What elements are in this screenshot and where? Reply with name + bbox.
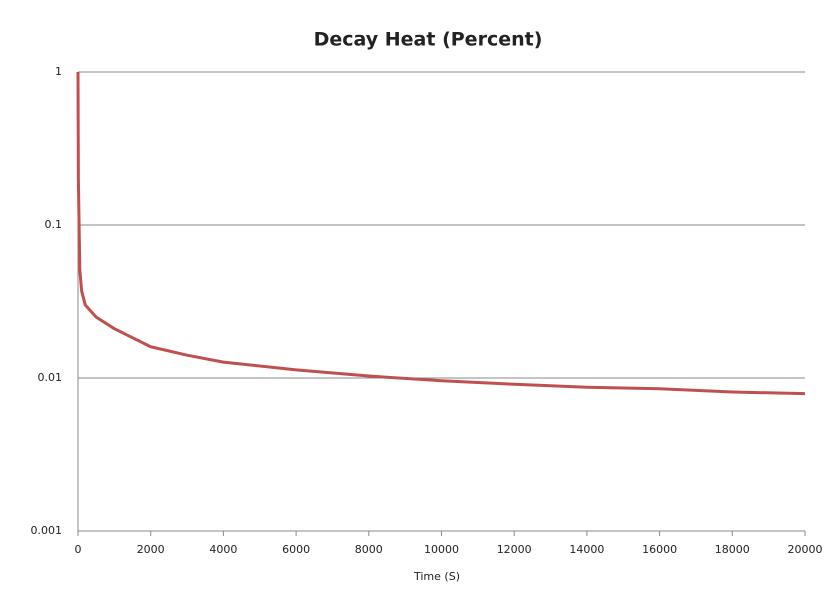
y-tick-label: 0.01 — [38, 371, 63, 384]
x-tick-label: 18000 — [715, 543, 750, 556]
x-tick-label: 4000 — [209, 543, 237, 556]
x-tick-label: 12000 — [497, 543, 532, 556]
x-tick-label: 20000 — [788, 543, 823, 556]
x-tick-label: 8000 — [355, 543, 383, 556]
y-tick-label: 0.1 — [45, 218, 63, 231]
x-tick-label: 2000 — [137, 543, 165, 556]
x-tick-label: 6000 — [282, 543, 310, 556]
x-tick-label: 0 — [75, 543, 82, 556]
x-tick-label: 16000 — [642, 543, 677, 556]
chart-title: Decay Heat (Percent) — [314, 29, 543, 51]
y-tick-label: 0.001 — [31, 524, 63, 537]
x-tick-label: 10000 — [424, 543, 459, 556]
x-tick-label: 14000 — [569, 543, 604, 556]
y-tick-label: 1 — [55, 65, 62, 78]
data-line — [76, 71, 806, 396]
x-axis-label: Time (S) — [413, 570, 460, 583]
